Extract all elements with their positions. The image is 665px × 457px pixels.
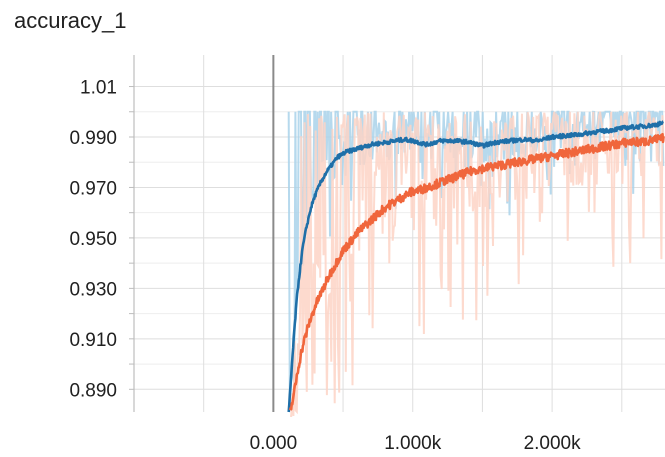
y-tick-label: 0.890 bbox=[69, 380, 117, 401]
chart-title: accuracy_1 bbox=[14, 8, 127, 33]
grid-lines bbox=[134, 55, 665, 412]
smoothed-series-lines bbox=[287, 120, 665, 413]
x-tick-labels: 0.000 1.000k 2.000k bbox=[250, 433, 582, 454]
y-tick-labels: 1.01 0.990 0.970 0.950 0.930 0.910 0.890 bbox=[69, 78, 117, 402]
y-tick-label: 0.990 bbox=[69, 128, 117, 149]
axis-lines bbox=[129, 55, 275, 412]
y-tick-label: 0.910 bbox=[69, 330, 117, 351]
x-tick-label: 1.000k bbox=[384, 433, 442, 454]
smoothed-series-line bbox=[287, 120, 665, 413]
y-tick-label: 0.970 bbox=[69, 178, 117, 199]
x-tick-label: 0.000 bbox=[250, 433, 298, 454]
smoothed-series-line bbox=[288, 132, 665, 411]
y-tick-label: 0.950 bbox=[69, 229, 117, 250]
raw-series-trace bbox=[290, 111, 665, 417]
x-tick-label: 2.000k bbox=[524, 433, 582, 454]
y-tick-label: 1.01 bbox=[80, 78, 117, 99]
raw-series-traces bbox=[287, 110, 665, 417]
y-tick-label: 0.930 bbox=[69, 279, 117, 300]
